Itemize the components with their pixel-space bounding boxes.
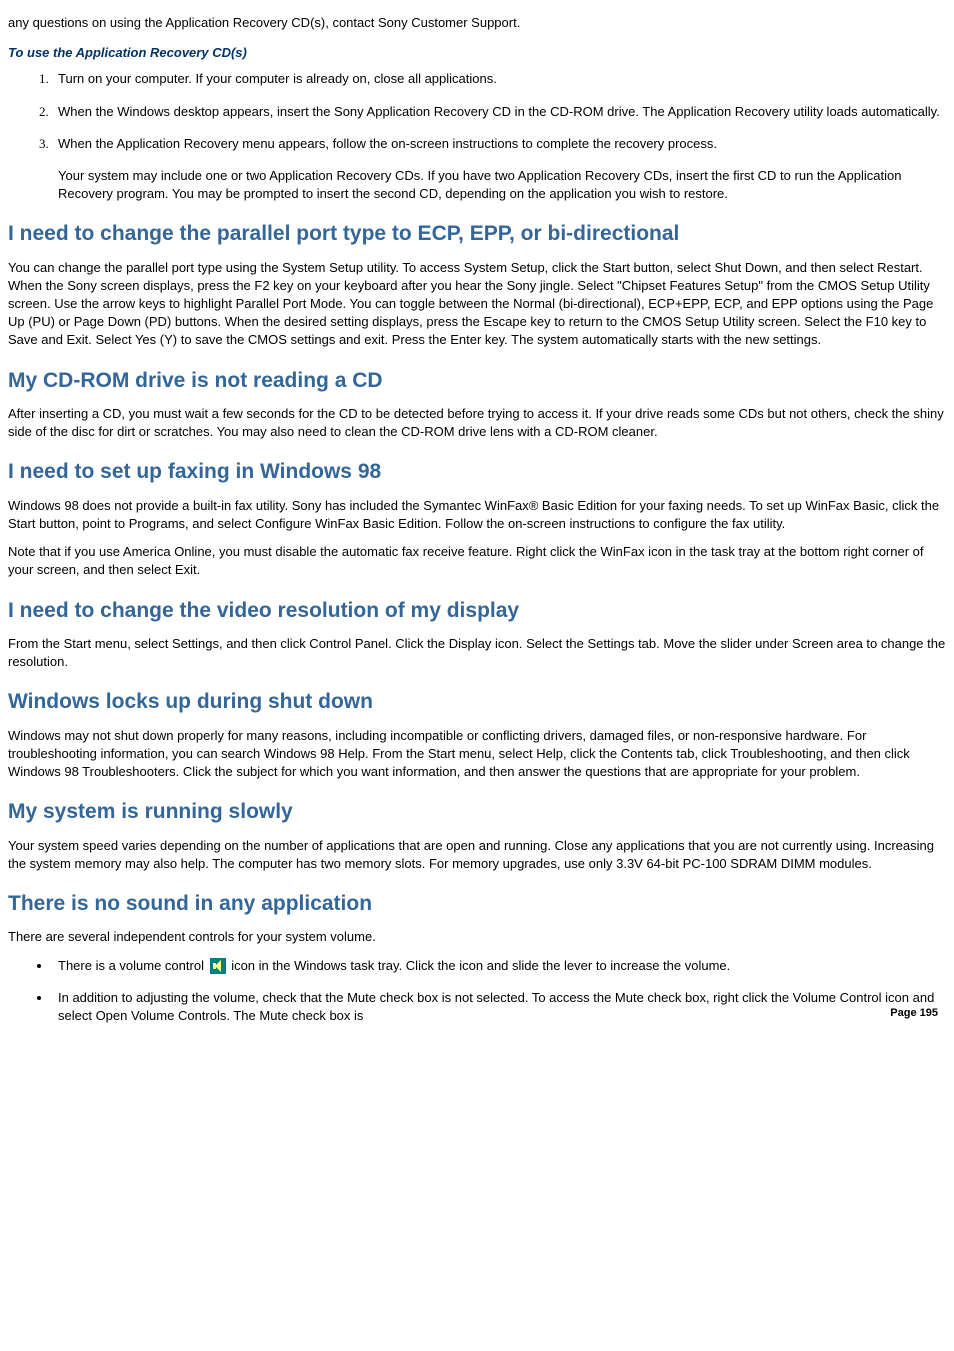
section-heading-fax: I need to set up faxing in Windows 98 (8, 457, 946, 486)
list-item: In addition to adjusting the volume, che… (52, 989, 946, 1025)
section-heading-parallel: I need to change the parallel port type … (8, 219, 946, 248)
step-item: Turn on your computer. If your computer … (52, 70, 946, 88)
steps-list: Turn on your computer. If your computer … (8, 70, 946, 153)
section-body: There are several independent controls f… (8, 928, 946, 946)
section-body: From the Start menu, select Settings, an… (8, 635, 946, 671)
step-item: When the Application Recovery menu appea… (52, 135, 946, 153)
section-heading-sound: There is no sound in any application (8, 889, 946, 918)
section-body: After inserting a CD, you must wait a fe… (8, 405, 946, 441)
section-heading-lockup: Windows locks up during shut down (8, 687, 946, 716)
section-body: Your system speed varies depending on th… (8, 837, 946, 873)
speaker-icon (210, 958, 226, 974)
section-body: You can change the parallel port type us… (8, 259, 946, 350)
note-text: Your system may include one or two Appli… (52, 167, 946, 203)
sound-list: There is a volume control icon in the Wi… (8, 957, 946, 1026)
list-item: There is a volume control icon in the Wi… (52, 957, 946, 975)
sub-heading: To use the Application Recovery CD(s) (8, 44, 946, 62)
document-page: any questions on using the Application R… (8, 14, 946, 1025)
section-body: Windows may not shut down properly for m… (8, 727, 946, 782)
section-heading-video: I need to change the video resolution of… (8, 596, 946, 625)
page-number: Page 195 (890, 1006, 938, 1021)
section-body: Note that if you use America Online, you… (8, 543, 946, 579)
step-item: When the Windows desktop appears, insert… (52, 103, 946, 121)
bullet-text: icon in the Windows task tray. Click the… (228, 958, 731, 973)
section-heading-cdrom: My CD-ROM drive is not reading a CD (8, 366, 946, 395)
section-heading-slow: My system is running slowly (8, 797, 946, 826)
intro-text: any questions on using the Application R… (8, 14, 946, 32)
bullet-text: There is a volume control (58, 958, 208, 973)
section-body: Windows 98 does not provide a built-in f… (8, 497, 946, 533)
